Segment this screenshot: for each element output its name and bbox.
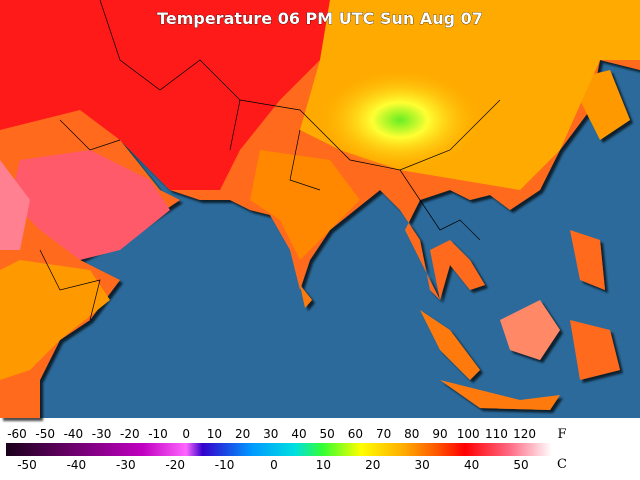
c-scale-label: -20 bbox=[165, 458, 185, 472]
c-scale-label: -10 bbox=[215, 458, 235, 472]
f-scale-label: -30 bbox=[92, 427, 112, 441]
f-scale-label: -20 bbox=[120, 427, 140, 441]
map bbox=[0, 0, 640, 418]
f-scale-label: -40 bbox=[64, 427, 84, 441]
hot-region bbox=[0, 0, 330, 190]
warm-region bbox=[0, 260, 110, 380]
c-scale-label: 10 bbox=[316, 458, 331, 472]
f-scale-label: 50 bbox=[320, 427, 335, 441]
warm-region bbox=[250, 150, 360, 260]
f-scale-label: -50 bbox=[35, 427, 55, 441]
f-scale-label: -10 bbox=[148, 427, 168, 441]
c-scale-label: 40 bbox=[464, 458, 479, 472]
borders bbox=[39, 0, 501, 321]
f-scale-label: 120 bbox=[513, 427, 536, 441]
unit-label: F bbox=[557, 427, 566, 442]
c-scale-label: -50 bbox=[17, 458, 37, 472]
cool-region bbox=[320, 70, 480, 170]
f-scale-label: -60 bbox=[7, 427, 27, 441]
f-scale-label: 40 bbox=[291, 427, 306, 441]
f-scale-label: 20 bbox=[235, 427, 250, 441]
c-scale-label: -40 bbox=[67, 458, 87, 472]
f-scale-label: 100 bbox=[457, 427, 480, 441]
f-scale-label: 110 bbox=[485, 427, 508, 441]
hot-region bbox=[0, 160, 30, 250]
c-scale-label: 30 bbox=[415, 458, 430, 472]
f-scale-label: 10 bbox=[207, 427, 222, 441]
f-scale-label: 90 bbox=[432, 427, 447, 441]
color-bar bbox=[6, 443, 552, 456]
f-scale-label: 70 bbox=[376, 427, 391, 441]
c-scale-label: -30 bbox=[116, 458, 136, 472]
color-scale: F C -60 -50 -40 -30 -20 -10 0 10 20 30 40 50 60 70 80 9… bbox=[6, 427, 567, 472]
map-title: Temperature 06 PM UTC Sun Aug 07 bbox=[157, 9, 483, 28]
unit-label: C bbox=[557, 457, 567, 472]
hot-region bbox=[10, 150, 170, 260]
f-scale-label: 80 bbox=[404, 427, 419, 441]
f-scale-label: 60 bbox=[348, 427, 363, 441]
c-scale-label: 0 bbox=[270, 458, 278, 472]
c-scale-label: 20 bbox=[365, 458, 380, 472]
c-scale-label: 50 bbox=[513, 458, 528, 472]
f-scale-label: 0 bbox=[182, 427, 190, 441]
f-scale-label: 30 bbox=[263, 427, 278, 441]
